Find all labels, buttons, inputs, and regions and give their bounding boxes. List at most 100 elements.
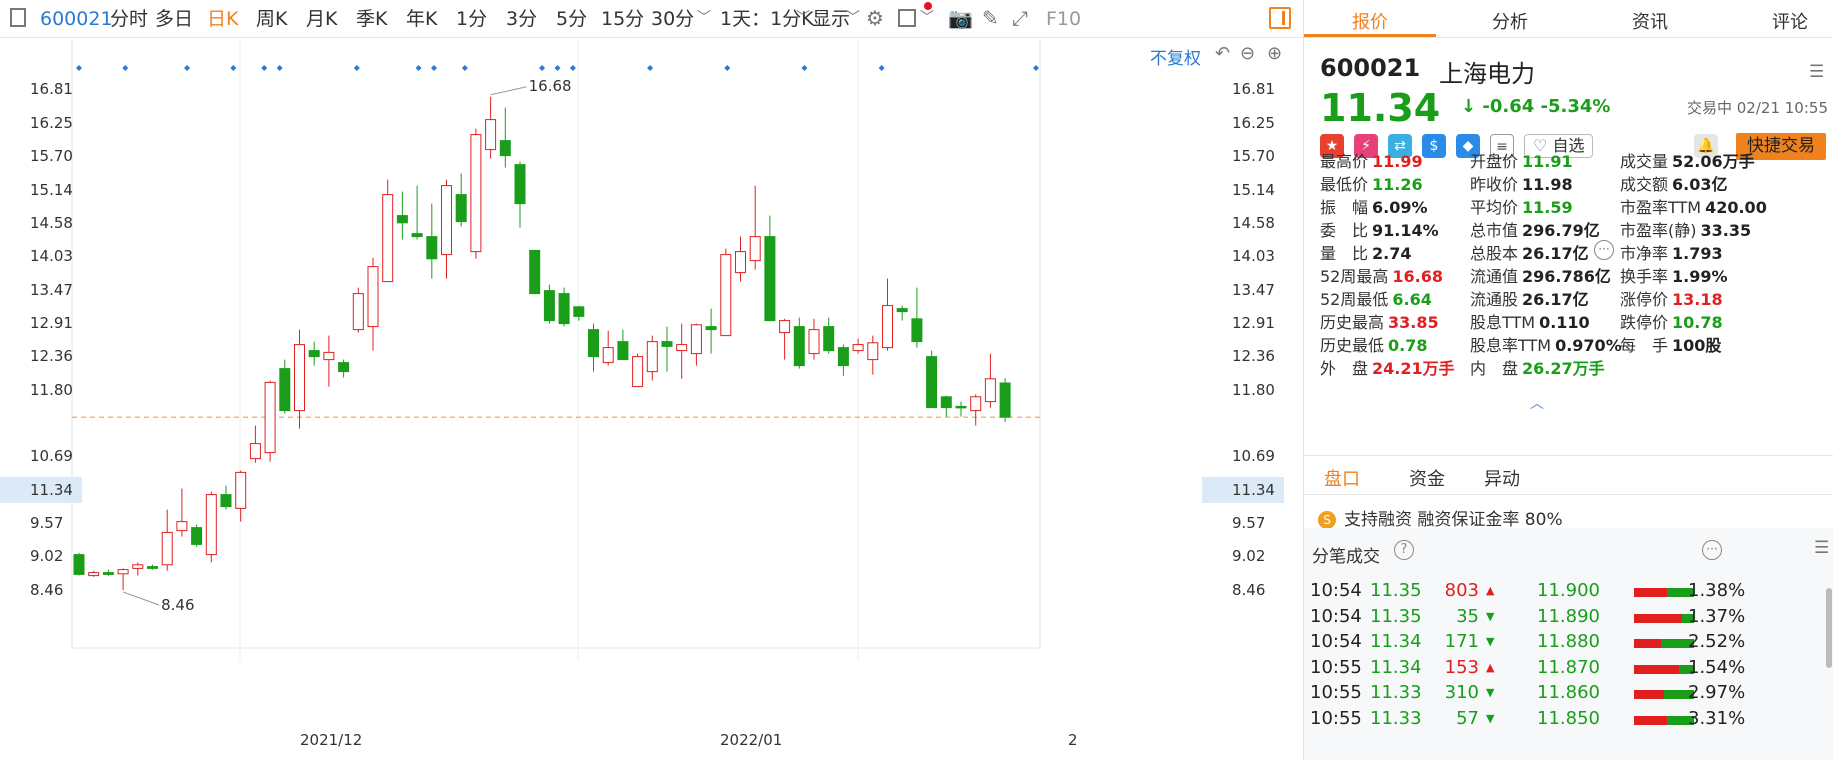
tick-time: 10:55 <box>1310 682 1362 703</box>
chevron-down-icon[interactable]: ﹀ <box>846 10 860 26</box>
arrow-down-icon: ▼ <box>1486 686 1495 699</box>
y-tick-label: 12.91 <box>1232 314 1275 332</box>
toolbar-item-weekly-k[interactable]: 周K <box>256 8 288 30</box>
candle-body <box>764 236 776 322</box>
tab-orderbook[interactable]: 盘口 <box>1324 469 1360 490</box>
tick-row[interactable]: 10:55 11.34 153 ▲ 11.870 1.54% <box>1304 657 1833 685</box>
help-icon[interactable]: ? <box>1394 540 1414 560</box>
y-tick-label: 15.14 <box>30 181 73 199</box>
toolbar-item-1min[interactable]: 1分 <box>456 8 488 30</box>
camera-icon[interactable]: 📷 <box>948 6 973 30</box>
settings-icon[interactable]: ⚙ <box>866 6 884 30</box>
toolbar-item-display[interactable]: 显示 <box>812 8 851 30</box>
tick-title: 分笔成交 <box>1312 547 1380 567</box>
stat-value: 11.59 <box>1522 198 1573 217</box>
tab-funds[interactable]: 资金 <box>1409 469 1445 490</box>
chevron-down-icon[interactable]: ﹀ <box>920 10 934 26</box>
chevron-down-icon[interactable]: ﹀ <box>796 10 810 26</box>
more-icon[interactable]: ··· <box>1594 240 1614 260</box>
y-tick-label: 15.70 <box>30 147 73 165</box>
stat-value: 0.78 <box>1388 336 1428 355</box>
candle-body <box>573 306 585 317</box>
kline-chart[interactable]: 不复权 ↶ ⊖ ⊕ 16.81 16.25 15.70 15.14 14.58 14.03… <box>0 38 1303 760</box>
shuffle-icon[interactable]: ⇄ <box>1388 134 1412 158</box>
candle-body <box>279 368 291 412</box>
stat-label: 总股本 <box>1470 244 1519 263</box>
stat-label: 开盘价 <box>1470 152 1519 171</box>
stat-value: 26.27万手 <box>1522 359 1605 378</box>
bell-icon[interactable]: 🔔 <box>1694 134 1718 158</box>
restore-rights-button[interactable]: 不复权 <box>1150 49 1201 69</box>
toolbar-item-15min[interactable]: 15分 <box>601 8 645 30</box>
kline-chart-canvas[interactable] <box>0 38 1303 760</box>
limit-up-icon[interactable]: ⚡ <box>1354 134 1378 158</box>
undo-icon[interactable]: ↶ <box>1215 43 1231 64</box>
square-icon[interactable] <box>898 9 916 27</box>
tick-row[interactable]: 10:54 11.34 171 ▼ 11.880 2.52% <box>1304 631 1833 659</box>
tab-comments[interactable]: 评论 <box>1772 12 1808 33</box>
stat-label: 振 幅 <box>1320 198 1369 217</box>
candle-body <box>793 326 805 367</box>
list-icon[interactable]: ☰ <box>1814 538 1830 558</box>
level-percent: 1.37% <box>1688 605 1746 627</box>
layout-toggle-icon[interactable] <box>1269 7 1291 29</box>
tab-news[interactable]: 资讯 <box>1632 12 1668 33</box>
f10-button[interactable]: F10 <box>1046 8 1082 30</box>
candle-body <box>485 119 497 151</box>
toolbar-item-30min[interactable]: 30分 <box>651 8 695 30</box>
tick-row[interactable]: 10:55 11.33 310 ▼ 11.860 2.97% <box>1304 682 1833 710</box>
dollar-icon[interactable]: $ <box>1422 134 1446 158</box>
quick-trade-button[interactable]: 快捷交易 <box>1736 133 1826 160</box>
tab-analysis[interactable]: 分析 <box>1492 12 1528 33</box>
event-marker <box>122 65 129 71</box>
tick-row[interactable]: 10:54 11.35 803 ▲ 11.900 1.38% <box>1304 580 1833 608</box>
ratio-bar <box>1634 588 1694 597</box>
toolbar-item-yearly-k[interactable]: 年K <box>406 8 438 30</box>
scrollbar[interactable] <box>1826 588 1832 668</box>
candle-body <box>720 254 732 337</box>
candle-body <box>338 362 350 373</box>
toolbar-item-quarterly-k[interactable]: 季K <box>356 8 388 30</box>
chevron-down-icon[interactable]: ﹀ <box>697 10 711 26</box>
toolbar-item-3min[interactable]: 3分 <box>506 8 538 30</box>
note-icon[interactable]: ≡ <box>1490 134 1514 158</box>
stat-value: 26.17亿 <box>1522 244 1589 263</box>
china-flag-icon[interactable]: ★ <box>1320 134 1344 158</box>
candle-body <box>602 347 614 364</box>
candle-body <box>661 341 673 347</box>
candle-body <box>205 494 217 556</box>
zoom-in-icon[interactable]: ⊕ <box>1267 43 1283 64</box>
toolbar-item-monthly-k[interactable]: 月K <box>306 8 338 30</box>
y-tick-label: 10.69 <box>30 447 73 465</box>
tag-icon[interactable]: ◆ <box>1456 134 1480 158</box>
watchlist-button[interactable]: ♡ 自选 <box>1524 134 1594 158</box>
toolbar-item-period-select[interactable]: 1天：1分K <box>720 8 814 30</box>
tab-anomaly[interactable]: 异动 <box>1484 469 1520 490</box>
sidebar-toggle-icon[interactable] <box>10 8 26 27</box>
zoom-out-icon[interactable]: ⊖ <box>1240 43 1256 64</box>
toolbar-item-intraday[interactable]: 分时 <box>110 8 149 30</box>
tick-row[interactable]: 10:54 11.35 35 ▼ 11.890 1.37% <box>1304 606 1833 634</box>
candle-body <box>367 266 379 328</box>
chevron-up-icon[interactable]: ︿ <box>1530 396 1544 412</box>
stat-item: 历史最低 0.78 <box>1320 336 1428 356</box>
y-tick-label: 12.91 <box>30 314 73 332</box>
y-tick-label: 16.25 <box>30 114 73 132</box>
tab-quote[interactable]: 报价 <box>1352 12 1388 33</box>
toolbar-item-daily-k[interactable]: 日K <box>207 8 239 30</box>
annotation-line <box>490 86 527 96</box>
stat-value: 26.17亿 <box>1522 290 1589 309</box>
toolbar-item-5min[interactable]: 5分 <box>556 8 588 30</box>
stat-label: 历史最高 <box>1320 313 1385 332</box>
y-tick-label: 14.03 <box>30 247 73 265</box>
more-icon[interactable]: ··· <box>1702 540 1722 560</box>
menu-icon[interactable]: ☰ <box>1809 62 1825 82</box>
pen-icon[interactable]: ✎ <box>982 6 999 30</box>
expand-icon[interactable]: ⤢ <box>1012 6 1028 30</box>
candle-body <box>955 405 967 409</box>
tick-row[interactable]: 10:55 11.33 57 ▼ 11.850 3.31% <box>1304 708 1833 736</box>
current-price-tag-right: 11.34 <box>1202 477 1284 503</box>
tick-volume: 803 <box>1444 580 1479 601</box>
toolbar-item-multiday[interactable]: 多日 <box>155 8 194 30</box>
toolbar-item-code[interactable]: 600021 <box>40 8 113 30</box>
